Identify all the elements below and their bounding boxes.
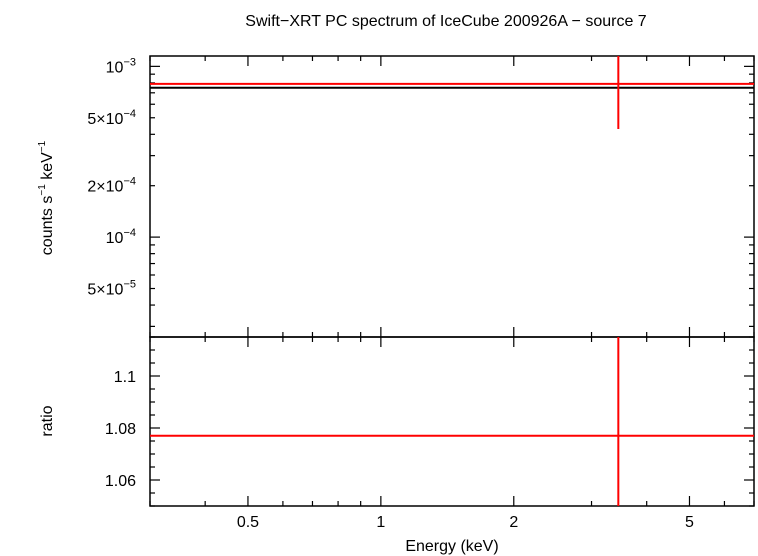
chart-title: Swift−XRT PC spectrum of IceCube 200926A… <box>245 13 647 30</box>
spectrum-y-ticks: 10−3 5×10−4 2×10−4 10−4 5×10−5 <box>87 56 754 327</box>
x-tick-label: 1 <box>376 514 385 531</box>
y-tick-label: 1.06 <box>105 473 136 490</box>
y-tick-label: 5×10−4 <box>87 108 136 128</box>
x-tick-label: 2 <box>509 514 518 531</box>
spectrum-y-axis-label: counts s−1 keV−1 <box>37 140 56 255</box>
spectrum-panel-frame <box>149 55 755 338</box>
spectrum-series <box>150 56 754 129</box>
y-tick-label: 10−3 <box>106 56 136 76</box>
spectrum-x-ticks <box>149 56 755 337</box>
ratio-panel: 1.06 1.08 1.1 ratio <box>39 336 755 507</box>
ratio-y-ticks: 1.06 1.08 1.1 <box>105 336 754 507</box>
y-tick-label: 2×10−4 <box>87 176 136 196</box>
spectrum-panel: 10−3 5×10−4 2×10−4 10−4 5×10−5 counts s−1 ke… <box>37 55 755 338</box>
y-tick-label: 10−4 <box>106 227 136 247</box>
y-tick-label: 1.1 <box>114 369 136 386</box>
x-tick-label: 5 <box>685 514 694 531</box>
y-tick-label: 1.08 <box>105 421 136 438</box>
x-axis-label: Energy (keV) <box>405 538 498 555</box>
ratio-y-axis-label: ratio <box>39 405 56 436</box>
y-tick-label: 5×10−5 <box>87 279 136 299</box>
x-tick-label: 0.5 <box>237 514 259 531</box>
ratio-x-ticks <box>149 337 755 506</box>
ratio-series <box>150 337 754 506</box>
x-tick-labels: 0.5 1 2 5 <box>237 514 694 531</box>
ratio-panel-frame <box>149 336 755 507</box>
